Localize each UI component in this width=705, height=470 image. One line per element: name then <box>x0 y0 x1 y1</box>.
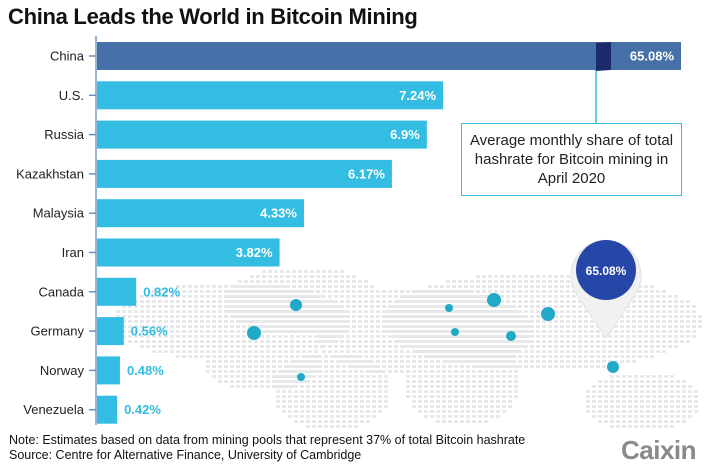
category-label: Malaysia <box>33 206 85 221</box>
annotation-text: Average monthly share of total hashrate … <box>469 132 674 187</box>
category-label: Germany <box>31 324 85 339</box>
bar-us <box>97 81 444 110</box>
source-line: Source: Centre for Alternative Finance, … <box>9 448 362 462</box>
bar-iran <box>97 238 280 267</box>
caixin-logo: Caixin <box>621 435 697 465</box>
bar-kazakhstan <box>97 159 392 188</box>
category-label: Russia <box>44 127 85 142</box>
map-pin-dot <box>247 326 261 340</box>
data-label: 6.17% <box>348 166 385 181</box>
note-line: Note: Estimates based on data from minin… <box>9 433 526 447</box>
bar-germany <box>97 317 124 346</box>
map-pin-dot <box>445 304 453 312</box>
map-pin-dot <box>487 293 501 307</box>
map-pin-dot <box>506 331 516 341</box>
china-pin-label: 65.08% <box>586 264 627 278</box>
category-label: Iran <box>62 245 84 260</box>
map-pin-dot <box>451 328 459 336</box>
footnote: Note: Estimates based on data from minin… <box>9 433 525 463</box>
map-pin-dot <box>290 299 302 311</box>
data-label: 0.48% <box>127 363 164 378</box>
china-map-pin: 65.08% <box>570 239 642 339</box>
map-pin-dot <box>607 361 619 373</box>
data-label: 0.56% <box>131 324 168 339</box>
data-label: 0.42% <box>124 402 161 417</box>
bar-russia <box>97 120 427 149</box>
category-label: Venezuela <box>23 402 84 417</box>
category-label: Norway <box>40 363 85 378</box>
bar-malaysia <box>97 199 304 228</box>
category-label: Canada <box>38 284 84 299</box>
bar-venezuela <box>97 395 118 424</box>
bar-china <box>97 42 681 70</box>
data-label: 6.9% <box>390 127 420 142</box>
world-map-background <box>116 270 702 428</box>
data-label: 7.24% <box>399 88 436 103</box>
bar-norway <box>97 356 120 385</box>
category-label: China <box>50 49 85 64</box>
data-label: 3.82% <box>236 245 273 260</box>
category-label: Kazakhstan <box>16 166 84 181</box>
map-pin-dot <box>297 373 305 381</box>
axis-break-marker <box>596 42 611 71</box>
chart-title: China Leads the World in Bitcoin Mining <box>8 4 418 29</box>
annotation-box: Average monthly share of total hashrate … <box>461 123 682 196</box>
data-label: 65.08% <box>630 49 675 64</box>
bar-canada <box>97 277 137 306</box>
china-pin-badge <box>576 240 636 300</box>
map-pin-dot <box>541 307 555 321</box>
data-label: 0.82% <box>143 284 180 299</box>
category-label: U.S. <box>59 88 84 103</box>
data-label: 4.33% <box>260 206 297 221</box>
